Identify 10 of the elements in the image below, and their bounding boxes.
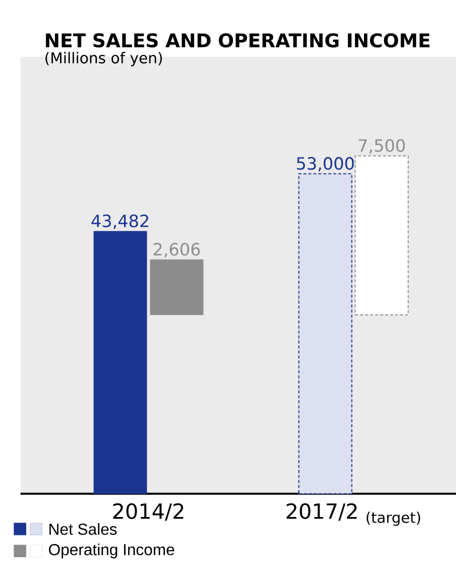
- x-tick-label: 2017/2 $_{(target)}$: [286, 503, 420, 526]
- data-label: 53,000: [296, 157, 354, 172]
- data-label: 2,606: [154, 242, 200, 258]
- data-label: 43,482: [92, 214, 148, 230]
- legend-label: Net Sales: [50, 523, 117, 535]
- chart-title: NET SALES AND OPERATING INCOME: [46, 33, 430, 48]
- x-tick-label: 2014/2: [113, 503, 184, 521]
- chart-subtitle: (Millions of yen): [45, 52, 162, 66]
- data-label: 7,500: [358, 139, 405, 154]
- legend-label: Operating Income: [48, 544, 174, 558]
